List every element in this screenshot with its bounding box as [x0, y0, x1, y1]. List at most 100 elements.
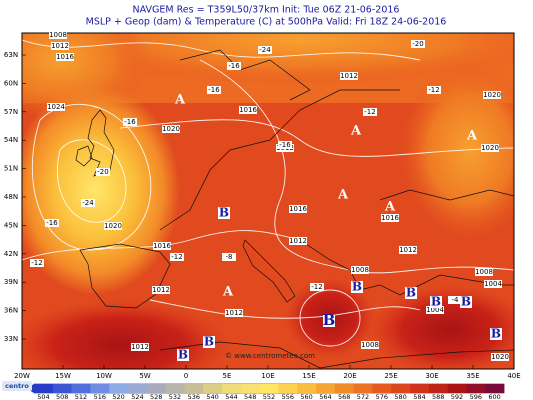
high-pressure: A: [350, 124, 362, 139]
colorbar-label: 508: [56, 393, 68, 400]
isobar-label-bg: [475, 268, 493, 276]
colorbar-label: 532: [169, 393, 181, 400]
temperature-label-bg: [363, 108, 377, 116]
colorbar-label: 576: [376, 393, 388, 400]
low-pressure-bg: [323, 315, 335, 327]
colorbar-swatch: [316, 384, 336, 393]
temperature-label-bg: [96, 168, 110, 176]
isobar-label: 1016: [239, 106, 257, 114]
isobar-label-bg: [361, 341, 379, 349]
isobar-label: 1020: [162, 125, 180, 133]
temperature-label-bg: [448, 296, 462, 304]
low-pressure: B: [323, 311, 336, 329]
colorbar-label: 544: [225, 393, 237, 400]
isobar-label-bg: [289, 205, 307, 213]
colorbar-swatch: [71, 384, 91, 393]
colorbar-label: 592: [451, 393, 463, 400]
isobar-label-bg: [289, 237, 307, 245]
lon-label: 30E: [425, 372, 438, 380]
isobar-label-bg: [47, 103, 65, 111]
temperature-label-bg: [222, 253, 236, 261]
lon-label: 5W: [139, 372, 150, 380]
colorbar-swatch: [391, 384, 411, 393]
colorbar-label: 580: [394, 393, 406, 400]
lon-label: 10E: [261, 372, 274, 380]
low-pressure-bg: [351, 281, 363, 293]
isobar-label-bg: [225, 309, 243, 317]
isobar-label: 1020: [104, 222, 122, 230]
temperature-label-bg: [310, 283, 324, 291]
temperature-label: -12: [31, 259, 42, 267]
low-pressure: B: [219, 206, 229, 220]
low-pressure: B: [491, 327, 501, 341]
colorbar-swatch: [165, 384, 185, 393]
isobar-label-bg: [340, 72, 358, 80]
colorbar-swatch: [109, 384, 129, 393]
temperature-label: -12: [364, 108, 375, 116]
isobar-label-bg: [153, 242, 171, 250]
map-field: [22, 33, 514, 369]
colorbar-label: 584: [413, 393, 425, 400]
colorbar-swatch: [128, 384, 148, 393]
temperature-label: -12: [428, 86, 439, 94]
low-pressure-bg: [460, 296, 472, 308]
colorbar-label: 548: [244, 393, 256, 400]
colorbar-label: 564: [319, 393, 331, 400]
lon-label: 10W: [96, 372, 112, 380]
low-pressure-bg: [177, 349, 189, 361]
colorbar-swatch: [184, 384, 204, 393]
isobar-label: 1012: [225, 309, 243, 317]
isobar-label: 1024: [47, 103, 65, 111]
lon-label: 5E: [223, 372, 232, 380]
colorbar-swatch: [222, 384, 242, 393]
isobar-label: 1020: [483, 91, 501, 99]
lat-label: 60N: [4, 79, 18, 87]
low-pressure-bg: [203, 336, 215, 348]
lat-label: 51N: [4, 165, 18, 173]
low-pressure-bg: [405, 287, 417, 299]
temperature-label: -16: [279, 141, 291, 149]
lat-label: 63N: [4, 51, 18, 59]
isobar-label-bg: [152, 286, 170, 294]
low-pressure-bg: [490, 328, 502, 340]
colorbar-label: 596: [470, 393, 482, 400]
colorbar-swatch: [485, 384, 505, 393]
colorbar-label: 540: [206, 393, 218, 400]
temperature-label: -16: [46, 219, 58, 227]
lon-label: 25E: [384, 372, 397, 380]
isobar-label: 1012: [289, 237, 307, 245]
lon-label: 15E: [302, 372, 315, 380]
temperature-label-bg: [207, 86, 221, 94]
isobar-label-bg: [483, 91, 501, 99]
isobar-label-bg: [131, 343, 149, 351]
isobar-label: 1012: [152, 286, 170, 294]
colorbar-label: 520: [112, 393, 124, 400]
header-line-1: NAVGEM Res = T359L50/37km Init: Tue 06Z …: [133, 5, 400, 16]
colorbar-label: 536: [188, 393, 200, 400]
lon-label: 0: [184, 372, 188, 380]
colorbar-swatch: [34, 384, 54, 393]
colorbar-swatch: [297, 384, 317, 393]
temperature-label-bg: [81, 199, 95, 207]
high-pressure: A: [337, 188, 349, 203]
isobar-label: 1012: [131, 343, 149, 351]
low-pressure-bg: [430, 296, 442, 308]
isobar-label: 1016: [56, 53, 74, 61]
isobar-label-bg: [381, 214, 399, 222]
temperature-label: -16: [124, 118, 136, 126]
colorbar-label: 524: [131, 393, 143, 400]
lat-label: 39N: [4, 278, 18, 286]
colorbar-swatch: [259, 384, 279, 393]
isobar-label-bg: [399, 246, 417, 254]
high-pressure: A: [466, 129, 478, 144]
temperature-label-bg: [45, 219, 59, 227]
isobar-label: 1016: [289, 205, 307, 213]
colorbar-swatch: [447, 384, 467, 393]
isobar-label: 1012: [340, 72, 358, 80]
isobar-label-bg: [49, 31, 67, 39]
temperature-label-bg: [123, 118, 137, 126]
isobar-label: 1004: [426, 306, 444, 314]
colorbar-swatch: [466, 384, 486, 393]
isobar-label: 1016: [153, 242, 171, 250]
colorbar-swatch: [428, 384, 448, 393]
